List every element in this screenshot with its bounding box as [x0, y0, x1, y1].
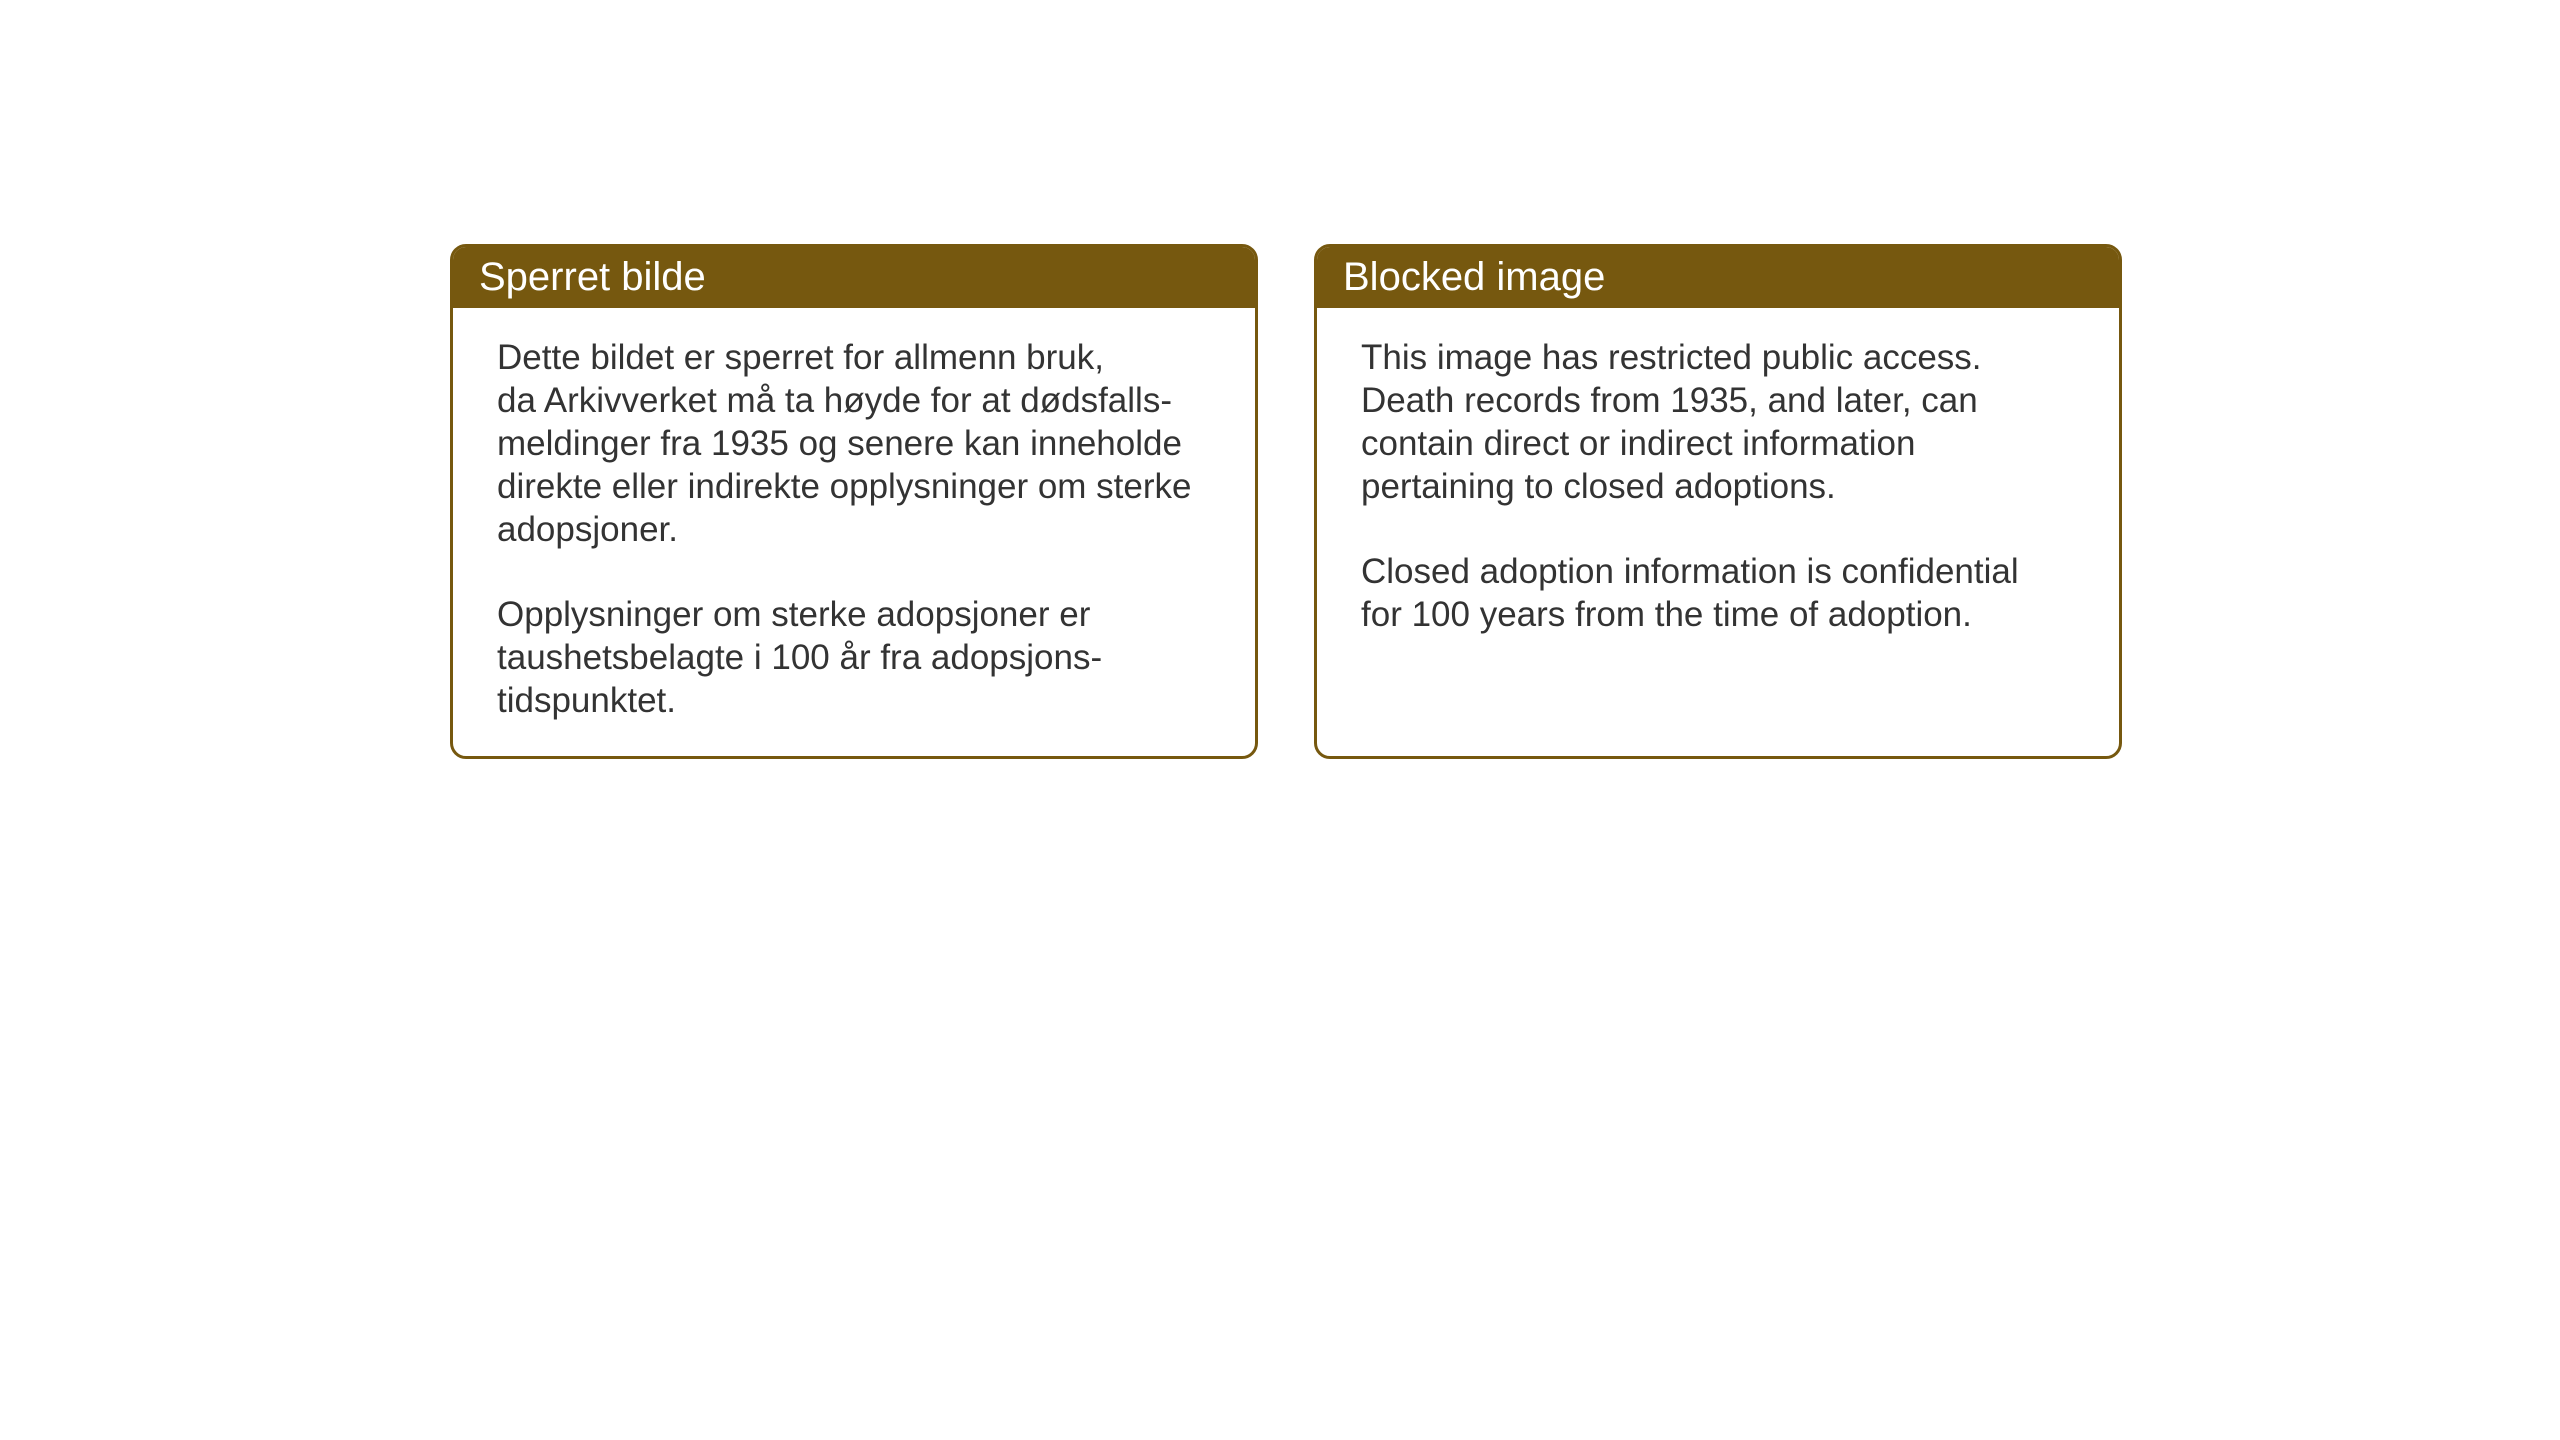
text-line: Opplysninger om sterke adopsjoner er — [497, 595, 1090, 634]
text-line: Closed adoption information is confident… — [1361, 552, 2019, 591]
card-header-english: Blocked image — [1317, 247, 2119, 308]
text-line: Dette bildet er sperret for allmenn bruk… — [497, 338, 1104, 377]
card-paragraph-english-2: Closed adoption information is confident… — [1361, 550, 2075, 636]
text-line: Death records from 1935, and later, can — [1361, 381, 1978, 420]
card-paragraph-norwegian-1: Dette bildet er sperret for allmenn bruk… — [497, 336, 1211, 551]
text-line: da Arkivverket må ta høyde for at dødsfa… — [497, 381, 1172, 420]
text-line: tidspunktet. — [497, 681, 676, 720]
card-english: Blocked image This image has restricted … — [1314, 244, 2122, 759]
card-paragraph-norwegian-2: Opplysninger om sterke adopsjoner er tau… — [497, 593, 1211, 722]
card-norwegian: Sperret bilde Dette bildet er sperret fo… — [450, 244, 1258, 759]
text-line: meldinger fra 1935 og senere kan innehol… — [497, 424, 1182, 463]
cards-container: Sperret bilde Dette bildet er sperret fo… — [450, 244, 2122, 759]
text-line: contain direct or indirect information — [1361, 424, 1915, 463]
card-body-norwegian: Dette bildet er sperret for allmenn bruk… — [453, 308, 1255, 756]
text-line: taushetsbelagte i 100 år fra adopsjons- — [497, 638, 1102, 677]
text-line: direkte eller indirekte opplysninger om … — [497, 467, 1192, 506]
text-line: adopsjoner. — [497, 510, 678, 549]
text-line: for 100 years from the time of adoption. — [1361, 595, 1972, 634]
card-body-english: This image has restricted public access.… — [1317, 308, 2119, 756]
text-line: pertaining to closed adoptions. — [1361, 467, 1836, 506]
card-paragraph-english-1: This image has restricted public access.… — [1361, 336, 2075, 508]
card-header-norwegian: Sperret bilde — [453, 247, 1255, 308]
text-line: This image has restricted public access. — [1361, 338, 1982, 377]
